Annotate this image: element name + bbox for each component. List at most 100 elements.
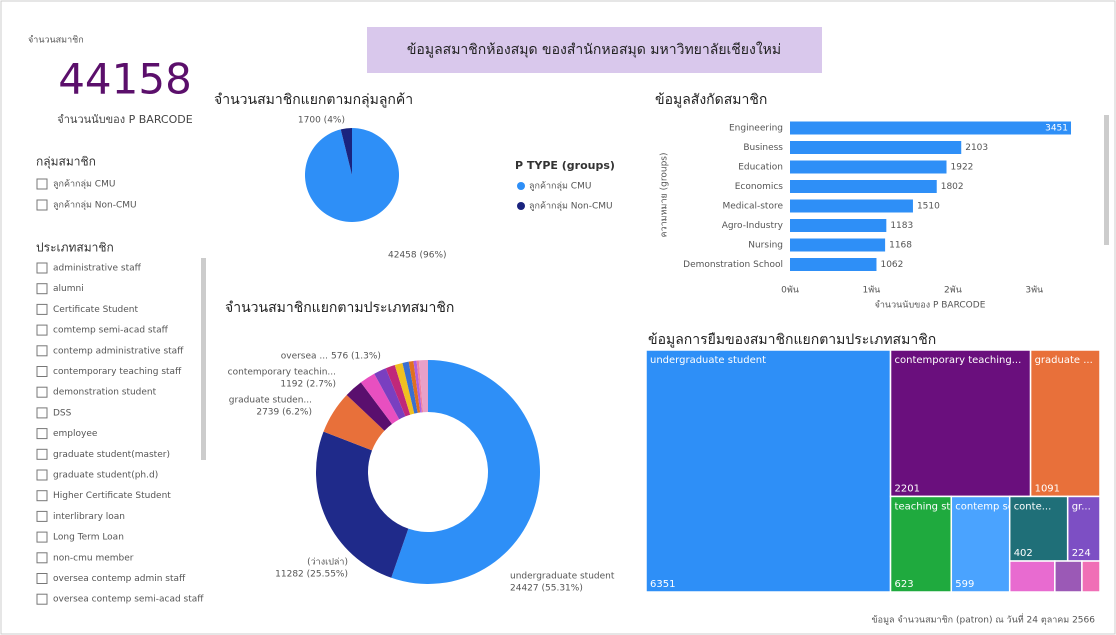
- data-label: 1183: [890, 221, 913, 231]
- donut-slice: [360, 373, 400, 424]
- checkbox[interactable]: [36, 386, 48, 398]
- x-tick-label: 1พัน: [863, 286, 881, 296]
- data-label: 1192 (2.7%): [280, 380, 336, 390]
- checkbox[interactable]: [36, 448, 48, 460]
- y-tick-label: Business: [743, 143, 783, 153]
- slicer-item[interactable]: non-cmu member: [53, 553, 134, 563]
- slicer-item[interactable]: comtemp semi-acad staff: [53, 326, 169, 336]
- x-tick-label: 0พัน: [781, 286, 799, 296]
- checkbox[interactable]: [36, 303, 48, 315]
- y-axis-label: ความหมาย (groups): [660, 153, 670, 238]
- x-tick-label: 2พัน: [944, 286, 962, 296]
- bar: [790, 199, 913, 213]
- slicer-item[interactable]: Long Term Loan: [53, 533, 124, 543]
- donut-slice: [316, 431, 409, 578]
- y-tick-label: Education: [738, 163, 783, 173]
- legend-title: P TYPE (groups): [515, 159, 615, 172]
- slicer-item[interactable]: oversea contemp admin staff: [53, 574, 186, 584]
- slicer-item[interactable]: Certificate Student: [53, 305, 139, 315]
- checkbox[interactable]: [36, 407, 48, 419]
- treemap-tile: [1081, 560, 1101, 593]
- data-label: 2201: [895, 483, 920, 494]
- x-tick-label: 3พัน: [1025, 286, 1043, 296]
- checkbox[interactable]: [36, 593, 48, 605]
- data-label: 1802: [941, 182, 964, 192]
- data-label: 6351: [650, 579, 675, 590]
- card-value: 44158: [58, 55, 192, 104]
- slicer-item[interactable]: employee: [53, 429, 98, 439]
- slicer-item[interactable]: administrative staff: [53, 264, 142, 274]
- legend-label: ลูกค้ากลุ่ม CMU: [529, 181, 591, 192]
- treemap-tile: [889, 349, 1032, 498]
- donut-slice: [418, 360, 428, 413]
- slicer-item[interactable]: Higher Certificate Student: [53, 491, 171, 501]
- legend-marker: [517, 182, 525, 190]
- slicer-title: กลุ่มสมาชิก: [36, 155, 96, 170]
- bar: [790, 258, 877, 271]
- data-label: 2103: [965, 143, 988, 153]
- category-label: undergraduate student: [510, 572, 615, 582]
- slicer-item[interactable]: graduate student(master): [53, 450, 170, 460]
- data-label: 3451: [1045, 124, 1068, 134]
- slicer-item[interactable]: contemp administrative staff: [53, 346, 184, 356]
- slicer-item[interactable]: ลูกค้ากลุ่ม Non-CMU: [53, 200, 137, 211]
- x-axis-label: จำนวนนับของ P BARCODE: [875, 300, 986, 311]
- slicer-item[interactable]: demonstration student: [53, 388, 157, 398]
- treemap-tile: [1029, 349, 1101, 498]
- tile-label: conte...: [1014, 501, 1052, 512]
- checkbox[interactable]: [36, 428, 48, 440]
- checkbox[interactable]: [36, 262, 48, 274]
- slicer-item[interactable]: oversea contemp semi-acad staff: [53, 595, 204, 605]
- chart-title: จำนวนสมาชิกแยกตามกลุ่มลูกค้า: [214, 92, 413, 108]
- y-tick-label: Engineering: [729, 124, 783, 134]
- y-tick-label: Demonstration School: [683, 260, 783, 270]
- bar: [790, 121, 1072, 135]
- checkbox[interactable]: [36, 199, 48, 211]
- checkbox[interactable]: [36, 324, 48, 336]
- pie-slice: [340, 128, 352, 175]
- donut-slice: [394, 362, 415, 415]
- data-label: 42458 (96%): [388, 251, 447, 261]
- footnote: ข้อมูล จำนวนสมาชิก (patron) ณ วันที่ 24 …: [872, 613, 1096, 626]
- checkbox[interactable]: [36, 345, 48, 357]
- scrollbar[interactable]: [1104, 115, 1109, 245]
- data-label: 1922: [951, 163, 974, 173]
- slicer-item[interactable]: DSS: [53, 408, 72, 418]
- data-label: 402: [1014, 548, 1033, 559]
- slicer-item[interactable]: graduate student(ph.d): [53, 471, 158, 481]
- checkbox[interactable]: [36, 178, 48, 190]
- bar: [790, 160, 947, 174]
- chart-title: ข้อมูลการยืมของสมาชิกแยกตามประเภทสมาชิก: [648, 332, 936, 348]
- scrollbar[interactable]: [201, 258, 206, 460]
- chart-title: จำนวนสมาชิกแยกตามประเภทสมาชิก: [225, 300, 454, 316]
- slicer-item[interactable]: interlibrary loan: [53, 512, 125, 522]
- checkbox[interactable]: [36, 366, 48, 377]
- checkbox[interactable]: [36, 552, 48, 564]
- checkbox[interactable]: [36, 531, 48, 543]
- checkbox[interactable]: [36, 490, 48, 502]
- y-tick-label: Medical-store: [723, 202, 784, 212]
- donut-slice: [346, 382, 393, 431]
- donut-slice: [323, 394, 385, 451]
- slicer-item[interactable]: ลูกค้ากลุ่ม CMU: [53, 179, 115, 190]
- data-label: 1062: [880, 260, 903, 270]
- slicer-item[interactable]: contemporary teaching staff: [53, 367, 182, 377]
- checkbox[interactable]: [36, 510, 48, 522]
- pie-slice: [304, 128, 399, 222]
- category-label: oversea ...: [281, 352, 328, 362]
- data-label: 1168: [889, 241, 912, 251]
- donut-slice: [385, 365, 411, 417]
- data-label: 1700 (4%): [298, 116, 345, 126]
- donut-slice: [413, 360, 422, 413]
- checkbox[interactable]: [36, 283, 48, 295]
- y-tick-label: Nursing: [748, 241, 783, 251]
- bar: [790, 219, 887, 232]
- header-box: [367, 27, 822, 73]
- slicer-title: ประเภทสมาชิก: [36, 241, 114, 255]
- bar: [790, 180, 937, 193]
- tile-label: teaching staff: [895, 501, 965, 512]
- category-label: graduate studen...: [229, 396, 312, 406]
- checkbox[interactable]: [36, 573, 48, 584]
- slicer-item[interactable]: alumni: [53, 284, 84, 294]
- checkbox[interactable]: [36, 469, 48, 481]
